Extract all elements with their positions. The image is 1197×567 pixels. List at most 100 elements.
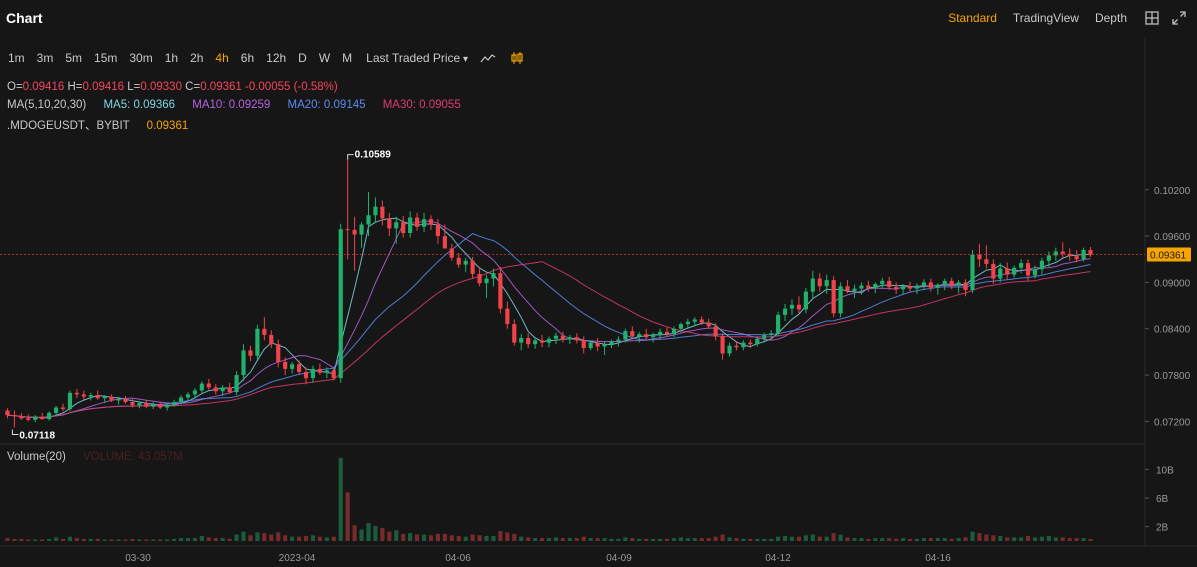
candle-body — [609, 341, 614, 345]
candle-body — [81, 394, 86, 397]
candle-body — [963, 282, 968, 291]
price-type-dropdown[interactable]: Last Traded Price — [366, 51, 468, 65]
volume-bar — [685, 538, 690, 541]
candle-body — [685, 321, 690, 325]
volume-layer — [5, 457, 1093, 541]
grid-layout-icon[interactable] — [1145, 11, 1159, 25]
candle-body — [1005, 268, 1010, 275]
candle-body — [185, 394, 191, 398]
candle-body — [880, 280, 885, 284]
candle-body — [192, 390, 198, 395]
interval-15m[interactable]: 15m — [94, 51, 118, 65]
x-tick-label: 2023-04 — [279, 553, 316, 564]
interval-5m[interactable]: 5m — [65, 51, 83, 65]
volume-bar — [477, 535, 482, 541]
candle-body — [935, 284, 940, 288]
volume-bar — [435, 533, 440, 541]
candle-body — [546, 338, 552, 343]
candle-body — [803, 291, 808, 310]
tab-tradingview[interactable]: TradingView — [1012, 11, 1079, 25]
volume-bar — [928, 538, 933, 541]
candle-body — [137, 402, 142, 406]
candle-body — [40, 416, 45, 420]
volume-bar — [415, 534, 420, 541]
candle-body — [74, 392, 79, 395]
interval-1h[interactable]: 1h — [164, 51, 179, 65]
candle-body — [845, 286, 850, 291]
y-tick-label: 0.10200 — [1154, 186, 1191, 197]
candle-body — [692, 319, 697, 322]
interval-m[interactable]: M — [342, 51, 353, 65]
volume-bar — [248, 535, 253, 541]
candle-body — [637, 334, 642, 337]
interval-3m[interactable]: 3m — [36, 51, 54, 65]
interval-1m[interactable]: 1m — [8, 51, 25, 65]
candle-body — [345, 229, 350, 231]
candle-body — [123, 398, 128, 403]
volume-bar — [366, 523, 371, 541]
candle-body — [755, 338, 760, 345]
candle-body — [255, 328, 260, 356]
tab-depth[interactable]: Depth — [1094, 11, 1127, 25]
interval-w[interactable]: W — [318, 51, 331, 65]
volume-bar — [970, 531, 975, 541]
tab-standard[interactable]: Standard — [948, 11, 997, 25]
candle-body — [553, 335, 559, 339]
volume-bar — [505, 532, 510, 541]
min-marker — [11, 429, 19, 436]
candle-body — [748, 342, 753, 345]
candle-body — [1074, 256, 1079, 260]
fullscreen-icon[interactable] — [1172, 11, 1186, 25]
volume-bar — [776, 536, 781, 541]
candle-body — [408, 217, 413, 233]
candle-body — [366, 215, 371, 225]
volume-bar — [741, 538, 746, 541]
candle-body — [907, 286, 913, 289]
volume-bar — [845, 537, 850, 541]
candle-body — [505, 308, 510, 325]
volume-bar — [526, 537, 531, 541]
ma30-line — [7, 261, 1091, 419]
candle-body — [588, 342, 593, 349]
interval-12h[interactable]: 12h — [266, 51, 287, 65]
candle-body — [602, 344, 607, 347]
candle-body — [789, 304, 795, 309]
volume-bar — [560, 538, 565, 541]
volume-bar — [734, 538, 739, 541]
candle-body — [102, 396, 107, 399]
interval-30m[interactable]: 30m — [129, 51, 153, 65]
interval-2h[interactable]: 2h — [190, 51, 204, 65]
interval-d[interactable]: D — [298, 51, 307, 65]
candles-layer — [5, 159, 1093, 428]
line-chart-icon[interactable] — [480, 52, 496, 64]
interval-4h[interactable]: 4h — [215, 51, 229, 65]
volume-bar — [33, 539, 38, 541]
candle-body — [644, 334, 649, 338]
candle-body — [1019, 263, 1024, 268]
volume-bar — [539, 538, 545, 541]
high-label: H= — [67, 81, 83, 93]
candle-body — [1053, 251, 1058, 256]
candle-body — [456, 257, 461, 265]
candle-body — [331, 370, 336, 379]
volume-bar — [727, 537, 732, 541]
volume-bar — [1046, 535, 1051, 541]
candle-body — [352, 229, 357, 235]
volume-bar — [102, 539, 107, 541]
candlestick-icon[interactable] — [510, 51, 524, 65]
interval-6h[interactable]: 6h — [240, 51, 255, 65]
candle-body — [276, 344, 281, 362]
volume-bar — [984, 534, 989, 541]
volume-bar — [172, 538, 177, 541]
volume-bar — [769, 538, 774, 541]
candle-body — [373, 206, 378, 216]
candle-body — [671, 328, 677, 335]
volume-bar — [956, 538, 961, 541]
candle-body — [484, 278, 489, 284]
ohlc-readout: O=0.09416 H=0.09416 L=0.09330 C=0.09361 … — [7, 81, 338, 93]
volume-bar — [991, 535, 996, 541]
candle-body — [664, 331, 670, 335]
x-tick-label: 04-06 — [445, 553, 471, 564]
volume-tick-label: 2B — [1156, 523, 1169, 534]
